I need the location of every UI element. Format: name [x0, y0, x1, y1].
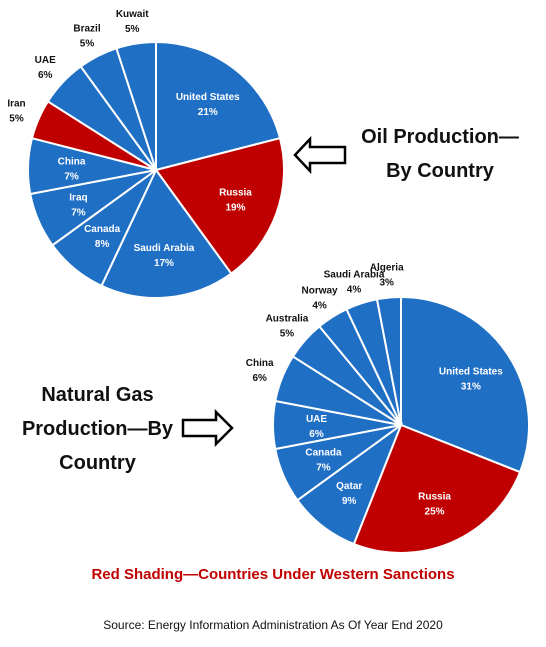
- value-label: 31%: [461, 382, 481, 393]
- value-label: 4%: [347, 284, 362, 295]
- slice-label: Russia: [219, 188, 252, 199]
- value-label: 9%: [342, 496, 357, 507]
- pie-slice: [100, 168, 233, 299]
- pie-slice: [400, 295, 530, 474]
- pie-slice: [375, 295, 402, 426]
- slice-label: Iraq: [69, 193, 87, 204]
- value-label: 6%: [38, 70, 53, 81]
- value-label: 17%: [154, 258, 174, 269]
- value-label: 7%: [71, 208, 86, 219]
- slice-label: United States: [176, 92, 240, 103]
- slice-label: United States: [439, 367, 503, 378]
- value-label: 19%: [225, 203, 245, 214]
- source: Source: Energy Information Administratio…: [103, 618, 443, 632]
- value-label: 5%: [9, 114, 24, 125]
- slice-label: Australia: [266, 313, 309, 324]
- slice-label: UAE: [35, 55, 56, 66]
- pie-slice: [154, 136, 285, 275]
- slice-label: Saudi Arabia: [134, 243, 195, 254]
- value-label: 6%: [252, 373, 267, 384]
- slice-label: Canada: [305, 448, 342, 459]
- slice-label: Russia: [418, 492, 451, 503]
- value-label: 5%: [280, 328, 295, 339]
- pie-slice: [115, 40, 157, 171]
- slice-label: Kuwait: [116, 9, 149, 20]
- slice-label: Norway: [301, 286, 338, 297]
- slice-label: UAE: [306, 414, 327, 425]
- caption: Red Shading—Countries Under Western Sanc…: [91, 566, 455, 583]
- value-label: 7%: [316, 463, 331, 474]
- value-label: 25%: [425, 507, 445, 518]
- slice-label: China: [58, 156, 86, 167]
- value-label: 5%: [125, 24, 140, 35]
- slice-label: Iran: [7, 99, 25, 110]
- slice-label: Saudi Arabia: [324, 269, 385, 280]
- value-label: 7%: [64, 171, 79, 182]
- slice-label: Algeria: [370, 263, 404, 274]
- slice-label: Brazil: [73, 24, 100, 35]
- chart-title: Oil Production—By Country: [361, 126, 519, 182]
- chart-title: Natural Gas Production—By Country: [21, 384, 174, 474]
- slice-label: Canada: [84, 224, 121, 235]
- value-label: 21%: [198, 107, 218, 118]
- value-label: 5%: [80, 39, 95, 50]
- value-label: 8%: [95, 239, 110, 250]
- value-label: 6%: [309, 429, 324, 440]
- value-label: 4%: [312, 301, 327, 312]
- slice-label: Qatar: [336, 481, 362, 492]
- arrow: [293, 135, 347, 175]
- value-label: 3%: [379, 278, 394, 289]
- slice-label: China: [246, 358, 274, 369]
- arrow: [181, 408, 234, 448]
- pie-slice: [352, 423, 522, 554]
- pie-slice: [155, 40, 282, 172]
